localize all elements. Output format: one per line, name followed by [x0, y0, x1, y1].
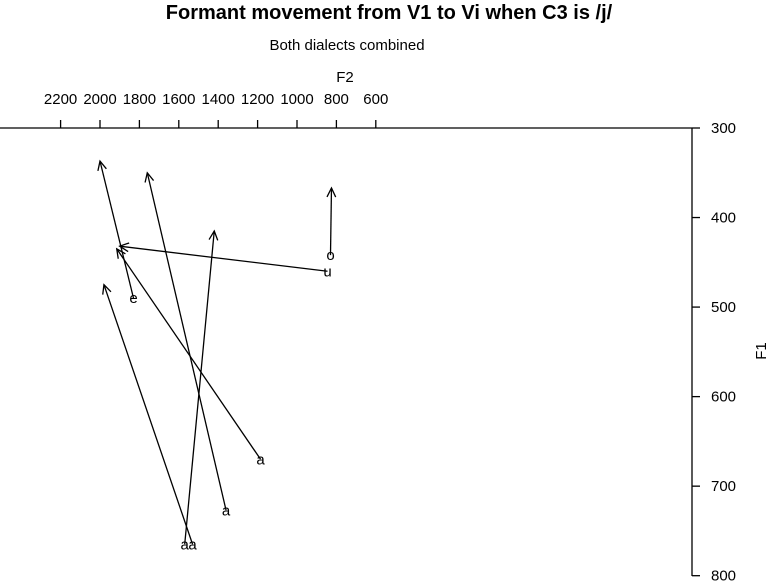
y-tick-label: 400 [711, 210, 736, 227]
chart-subtitle: Both dialects combined [269, 37, 424, 54]
formant-arrow [144, 171, 227, 511]
x-tick-label: 1800 [123, 91, 156, 108]
formant-arrow [97, 159, 135, 299]
x-tick-label: 1000 [280, 91, 313, 108]
y-axis: 300 400 500 600 700 800 [691, 120, 736, 585]
formant-arrow [115, 247, 262, 460]
arrow-shaft [103, 284, 194, 545]
arrow-head [144, 171, 155, 183]
vowel-label: a [181, 536, 190, 553]
x-tick-label: 2200 [44, 91, 77, 108]
arrow-head [118, 242, 130, 253]
arrow-shaft [119, 245, 328, 272]
vowel-label: u [323, 263, 331, 280]
arrow-shaft [329, 187, 333, 256]
arrow-shaft [99, 160, 135, 299]
y-tick-label: 300 [711, 120, 736, 137]
arrow-head [208, 229, 219, 241]
y-tick-label: 700 [711, 478, 736, 495]
vowel-label: a [188, 536, 197, 553]
x-tick-label: 600 [363, 91, 388, 108]
vowel-label: o [326, 247, 334, 264]
arrow-layer [97, 159, 337, 545]
x-tick-label: 2000 [83, 91, 116, 108]
arrow-head [97, 159, 107, 172]
formant-arrow [102, 283, 194, 545]
formant-arrow [118, 242, 328, 272]
arrow-shaft [184, 230, 215, 545]
chart-title: Formant movement from V1 to Vi when C3 i… [166, 2, 613, 24]
vowel-label: a [256, 451, 265, 468]
arrow-shaft [146, 172, 227, 511]
arrow-shaft [116, 248, 262, 460]
x-tick-label: 1400 [202, 91, 235, 108]
x-axis-label: F2 [336, 69, 354, 86]
formant-arrow [184, 229, 219, 545]
x-tick-label: 1600 [162, 91, 195, 108]
x-tick-label: 1200 [241, 91, 274, 108]
vowel-label: a [222, 502, 231, 519]
y-axis-label: F1 [753, 342, 770, 360]
x-axis: 2200 2000 1800 1600 1400 1200 1000 800 600 [0, 91, 692, 129]
formant-arrow [326, 186, 337, 256]
arrow-head [326, 186, 337, 198]
y-tick-label: 800 [711, 568, 736, 585]
y-tick-label: 500 [711, 299, 736, 316]
arrow-head [102, 283, 112, 295]
x-tick-label: 800 [324, 91, 349, 108]
y-tick-label: 600 [711, 389, 736, 406]
vowel-label: e [129, 290, 137, 307]
